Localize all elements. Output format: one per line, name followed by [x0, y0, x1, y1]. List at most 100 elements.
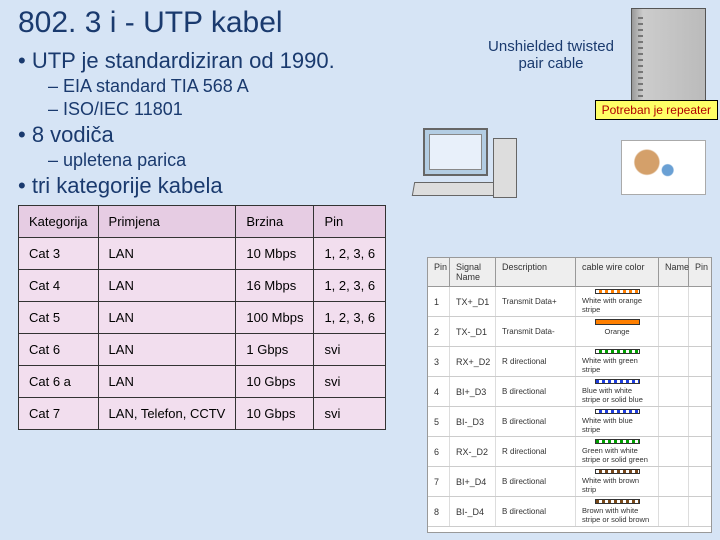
pin-signal: TX+_D1 [450, 287, 496, 316]
table-cell: 1 Gbps [236, 334, 314, 366]
table-row: Cat 6 aLAN10 Gbpssvi [19, 366, 386, 398]
table-row: Cat 7LAN, Telefon, CCTV10 Gbpssvi [19, 398, 386, 430]
table-header: Primjena [98, 206, 236, 238]
table-cell: 10 Mbps [236, 238, 314, 270]
pinout-col-pin2: Pin [689, 258, 711, 286]
pin-signal: BI-_D4 [450, 497, 496, 526]
table-cell: 16 Mbps [236, 270, 314, 302]
pin-desc: Transmit Data+ [496, 287, 576, 316]
pinout-row: 4BI+_D3B directionalBlue with white stri… [428, 377, 711, 407]
pin-color: White with green stripe [576, 347, 659, 376]
pin-name2 [659, 317, 689, 346]
pin-name2 [659, 437, 689, 466]
pinout-table: Pin Signal Name Description cable wire c… [427, 257, 712, 533]
table-cell: LAN [98, 366, 236, 398]
pinout-row: 3RX+_D2R directionalWhite with green str… [428, 347, 711, 377]
pin-num2 [689, 317, 711, 346]
pin-num2 [689, 347, 711, 376]
table-cell: LAN [98, 270, 236, 302]
pin-color: Orange [576, 317, 659, 346]
pinout-row: 2TX-_D1Transmit Data-Orange [428, 317, 711, 347]
pinout-col-pin: Pin [428, 258, 450, 286]
pin-num2 [689, 377, 711, 406]
pin-desc: B directional [496, 497, 576, 526]
pinout-col-signal: Signal Name [450, 258, 496, 286]
pin-signal: RX-_D2 [450, 437, 496, 466]
pin-name2 [659, 407, 689, 436]
table-cell: Cat 3 [19, 238, 99, 270]
table-cell: svi [314, 334, 386, 366]
cable-photo [621, 140, 706, 195]
pinout-row: 6RX-_D2R directionalGreen with white str… [428, 437, 711, 467]
table-header: Pin [314, 206, 386, 238]
table-cell: Cat 4 [19, 270, 99, 302]
pin-num: 1 [428, 287, 450, 316]
monitor-icon [423, 128, 488, 176]
table-cell: 1, 2, 3, 6 [314, 238, 386, 270]
pinout-row: 5BI-_D3B directionalWhite with blue stri… [428, 407, 711, 437]
keyboard-icon [412, 182, 496, 196]
pin-desc: B directional [496, 377, 576, 406]
pin-name2 [659, 347, 689, 376]
table-cell: LAN [98, 334, 236, 366]
pin-color: White with blue stripe [576, 407, 659, 436]
pin-desc: R directional [496, 437, 576, 466]
table-cell: 10 Gbps [236, 398, 314, 430]
pin-num2 [689, 287, 711, 316]
pin-num: 7 [428, 467, 450, 496]
table-cell: Cat 7 [19, 398, 99, 430]
table-row: Cat 4LAN16 Mbps1, 2, 3, 6 [19, 270, 386, 302]
utp-label: Unshielded twisted pair cable [486, 38, 616, 72]
table-cell: Cat 6 [19, 334, 99, 366]
pinout-col-desc: Description [496, 258, 576, 286]
table-row: Cat 5LAN100 Mbps1, 2, 3, 6 [19, 302, 386, 334]
table-cell: Cat 5 [19, 302, 99, 334]
pin-num: 4 [428, 377, 450, 406]
table-cell: 1, 2, 3, 6 [314, 270, 386, 302]
pin-signal: BI+_D3 [450, 377, 496, 406]
pin-num: 5 [428, 407, 450, 436]
table-cell: Cat 6 a [19, 366, 99, 398]
pin-num2 [689, 497, 711, 526]
pinout-header: Pin Signal Name Description cable wire c… [428, 258, 711, 287]
pin-num: 6 [428, 437, 450, 466]
table-cell: LAN [98, 302, 236, 334]
pinout-row: 8BI-_D4B directionalBrown with white str… [428, 497, 711, 527]
pinout-col-name: Name [659, 258, 689, 286]
pinout-row: 7BI+_D4B directionalWhite with brown str… [428, 467, 711, 497]
repeater-note: Potreban je repeater [595, 100, 718, 120]
pin-signal: TX-_D1 [450, 317, 496, 346]
pin-name2 [659, 467, 689, 496]
category-table: KategorijaPrimjenaBrzinaPin Cat 3LAN10 M… [18, 205, 386, 430]
pin-num2 [689, 407, 711, 436]
pin-desc: B directional [496, 467, 576, 496]
table-cell: LAN, Telefon, CCTV [98, 398, 236, 430]
pin-desc: B directional [496, 407, 576, 436]
pin-color: Green with white stripe or solid green [576, 437, 659, 466]
table-row: Cat 3LAN10 Mbps1, 2, 3, 6 [19, 238, 386, 270]
pinout-row: 1TX+_D1Transmit Data+White with orange s… [428, 287, 711, 317]
table-header: Kategorija [19, 206, 99, 238]
table-row: Cat 6LAN1 Gbpssvi [19, 334, 386, 366]
pin-color: Blue with white stripe or solid blue [576, 377, 659, 406]
table-cell: 10 Gbps [236, 366, 314, 398]
table-cell: svi [314, 398, 386, 430]
tower-icon [493, 138, 517, 198]
pin-name2 [659, 377, 689, 406]
pin-color: Brown with white stripe or solid brown [576, 497, 659, 526]
pin-color: White with brown strip [576, 467, 659, 496]
pin-num: 3 [428, 347, 450, 376]
table-cell: svi [314, 366, 386, 398]
pin-desc: R directional [496, 347, 576, 376]
pin-signal: BI-_D3 [450, 407, 496, 436]
table-cell: 100 Mbps [236, 302, 314, 334]
pin-signal: BI+_D4 [450, 467, 496, 496]
pin-num: 2 [428, 317, 450, 346]
pin-num2 [689, 467, 711, 496]
pinout-col-color: cable wire color [576, 258, 659, 286]
pin-signal: RX+_D2 [450, 347, 496, 376]
pin-num2 [689, 437, 711, 466]
pc-icon [413, 128, 523, 208]
pin-name2 [659, 287, 689, 316]
table-cell: LAN [98, 238, 236, 270]
